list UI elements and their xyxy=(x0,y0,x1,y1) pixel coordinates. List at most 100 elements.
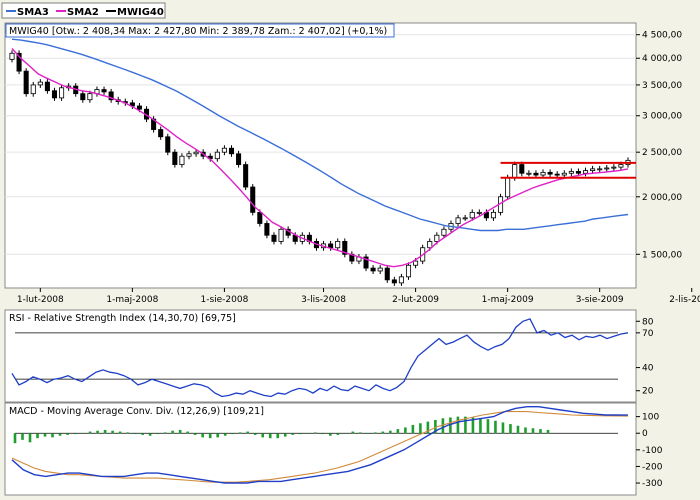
macd-histogram-bar xyxy=(261,433,265,438)
rsi-panel[interactable]: 80 70 40 20 RSI - Relative Strength Index (… xyxy=(4,309,654,403)
macd-tick-label: -200 xyxy=(642,462,663,472)
macd-histogram-bar xyxy=(253,433,257,435)
macd-histogram-bar xyxy=(381,431,385,434)
macd-histogram-bar xyxy=(336,433,340,435)
macd-histogram xyxy=(13,416,550,444)
macd-histogram-bar xyxy=(58,433,62,436)
macd-histogram-bar xyxy=(141,433,144,435)
candle-body xyxy=(384,267,390,281)
candle-body xyxy=(377,267,383,272)
candle-body xyxy=(618,164,624,168)
candle-body xyxy=(101,89,107,93)
candle-body xyxy=(342,240,348,255)
macd-histogram-bar xyxy=(208,433,212,439)
price-panel-title: MWIG40 [Otw.: 2 408,34 Max: 2 427,80 Min… xyxy=(9,26,387,37)
price-tick-label: 4 000,00 xyxy=(642,54,682,64)
rsi-tick-label: 80 xyxy=(642,317,654,327)
macd-tick-label: -300 xyxy=(642,479,663,489)
candle-body xyxy=(16,52,22,72)
candle-body xyxy=(434,234,440,242)
candle-body xyxy=(80,93,86,101)
macd-histogram-bar xyxy=(216,433,219,438)
macd-histogram-bar xyxy=(276,433,280,439)
candle-body xyxy=(108,91,114,101)
candle-body xyxy=(243,164,249,188)
legend-label-sma3: SMA3 xyxy=(17,7,49,18)
candle-body xyxy=(335,240,341,249)
candle-body xyxy=(590,168,596,171)
candle-body xyxy=(554,173,560,176)
candle-body xyxy=(214,151,220,160)
legend: SMA3 SMA2 MWIG40 xyxy=(1,2,166,19)
candle-body xyxy=(44,81,50,92)
rsi-panel-title: RSI - Relative Strength Index (14,30,70)… xyxy=(9,313,236,324)
candle-body xyxy=(427,240,433,249)
macd-histogram-bar xyxy=(156,433,159,435)
macd-histogram-bar xyxy=(51,433,54,438)
macd-tick-label: 0 xyxy=(642,429,648,439)
macd-histogram-bar xyxy=(479,418,482,434)
macd-histogram-bar xyxy=(111,430,114,434)
macd-panel-title: MACD - Moving Average Conv. Div. (12,26,… xyxy=(9,406,264,417)
price-panel[interactable]: 4 500,00 4 000,00 3 500,00 3 000,00 2 500,00… xyxy=(4,22,682,289)
date-tick-label: 1-sie-2008 xyxy=(200,295,248,305)
macd-histogram-bar xyxy=(88,431,92,434)
candle-body xyxy=(264,223,270,236)
candle-body xyxy=(363,256,369,269)
macd-histogram-bar xyxy=(291,433,295,435)
macd-histogram-bar xyxy=(501,422,505,434)
macd-histogram-bar xyxy=(178,429,182,434)
macd-histogram-bar xyxy=(328,433,332,436)
macd-histogram-bar xyxy=(283,433,287,437)
candle-body xyxy=(462,217,468,220)
macd-histogram-bar xyxy=(268,433,272,439)
candle-body xyxy=(611,166,617,169)
candle-body xyxy=(236,153,242,165)
rsi-tick-label: 40 xyxy=(642,364,654,374)
macd-panel[interactable]: 100 0 -100 -200 -300 MACD - Moving Average C… xyxy=(4,402,663,496)
candle-body xyxy=(23,70,29,95)
macd-histogram-bar xyxy=(201,433,204,438)
macd-histogram-bar xyxy=(539,429,542,434)
macd-histogram-bar xyxy=(321,433,325,435)
candle-body xyxy=(59,87,65,99)
candle-body xyxy=(582,170,589,174)
macd-histogram-bar xyxy=(404,427,407,434)
sma3-line xyxy=(11,38,629,232)
macd-histogram-bar xyxy=(231,433,235,435)
macd-histogram-bar xyxy=(374,432,377,434)
date-axis: 1-lut-2008 1-maj-2008 1-sie-2008 3-lis-2008… xyxy=(17,288,700,305)
candle-body xyxy=(505,177,511,198)
macd-histogram-bar xyxy=(531,428,535,434)
macd-histogram-bar xyxy=(366,433,370,434)
macd-histogram-bar xyxy=(81,433,84,434)
candle-body xyxy=(30,84,36,95)
macd-histogram-bar xyxy=(396,429,400,434)
support-resistance-lines xyxy=(500,161,636,179)
macd-histogram-bar xyxy=(171,430,174,434)
legend-label-mwig40: MWIG40 xyxy=(117,7,164,18)
macd-histogram-bar xyxy=(426,421,430,434)
macd-histogram-bar xyxy=(21,433,24,440)
candle-body xyxy=(271,234,277,242)
macd-histogram-bar xyxy=(163,432,167,434)
macd-histogram-bar xyxy=(456,416,460,434)
macd-histogram-bar xyxy=(133,433,137,435)
macd-histogram-bar xyxy=(359,432,362,434)
candle-body xyxy=(441,228,447,236)
candle-body xyxy=(547,171,553,175)
sma2-line xyxy=(11,48,629,268)
date-tick-label: 2-lis-2009 xyxy=(669,295,700,305)
price-tick-label: 1 500,00 xyxy=(642,250,682,260)
candle-body xyxy=(179,155,185,165)
macd-histogram-bar xyxy=(441,418,445,434)
macd-histogram-bar xyxy=(186,431,189,434)
macd-histogram-bar xyxy=(103,429,107,434)
price-tick-label: 4 500,00 xyxy=(642,31,682,41)
candle-body xyxy=(51,90,58,99)
rsi-axis-ticks: 80 70 40 20 xyxy=(636,317,654,397)
macd-histogram-bar xyxy=(494,420,497,434)
macd-histogram-bar xyxy=(464,416,467,434)
candle-body xyxy=(391,279,397,284)
